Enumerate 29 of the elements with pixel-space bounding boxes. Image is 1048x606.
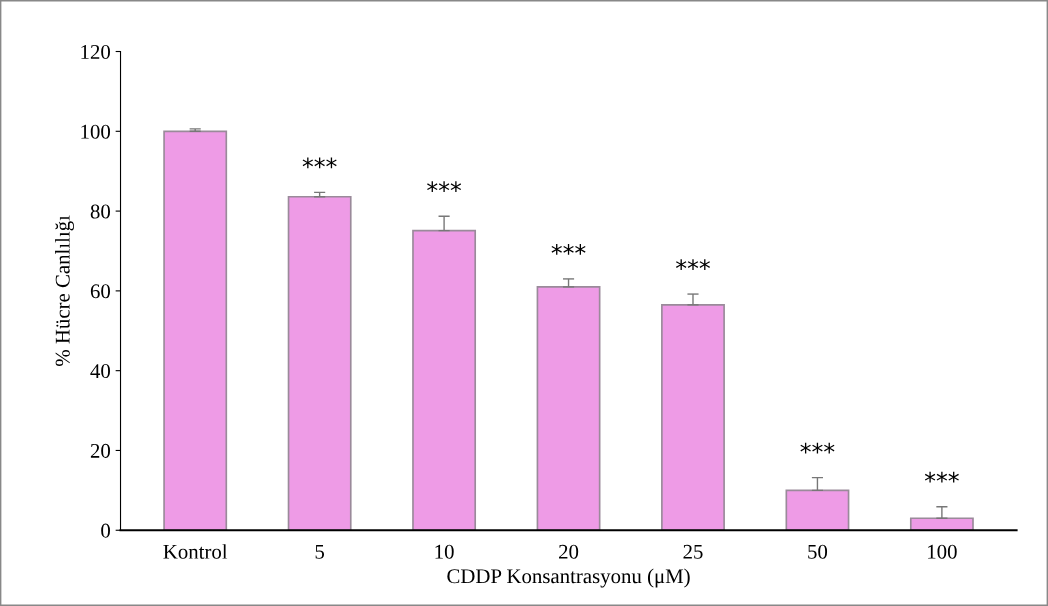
bar (163, 130, 228, 531)
x-tick-label: 10 (435, 544, 454, 559)
annotation: *** (427, 181, 462, 193)
bar (287, 195, 352, 531)
y-tick-label: 40 (90, 364, 110, 379)
annotation: *** (675, 259, 710, 270)
x-axis-title: CDDP Konsantrasyonu (μM) (447, 568, 690, 588)
annotation: *** (551, 243, 586, 255)
bar (909, 517, 974, 531)
bar (785, 489, 850, 531)
y-axis-title: % Hücre Canlılığı (55, 215, 74, 366)
x-tick-label: 20 (559, 544, 579, 559)
y-tick-label: 0 (101, 523, 110, 538)
annotation: *** (800, 442, 835, 454)
annotation: *** (302, 157, 337, 169)
bar (412, 229, 477, 531)
x-tick-label: 50 (808, 544, 828, 559)
y-tick-label: 60 (90, 284, 110, 299)
annotation: *** (924, 471, 959, 483)
x-tick-label: Kontrol (163, 544, 228, 559)
y-tick-label: 80 (90, 204, 110, 219)
y-tick-label: 120 (81, 44, 110, 59)
bar (536, 286, 601, 531)
y-tick-label: 20 (90, 443, 110, 458)
x-tick-label: 100 (928, 544, 957, 559)
bar (661, 304, 725, 531)
x-tick-label: 5 (315, 544, 325, 559)
x-tick-label: 25 (683, 544, 703, 559)
y-tick-label: 100 (81, 124, 110, 139)
